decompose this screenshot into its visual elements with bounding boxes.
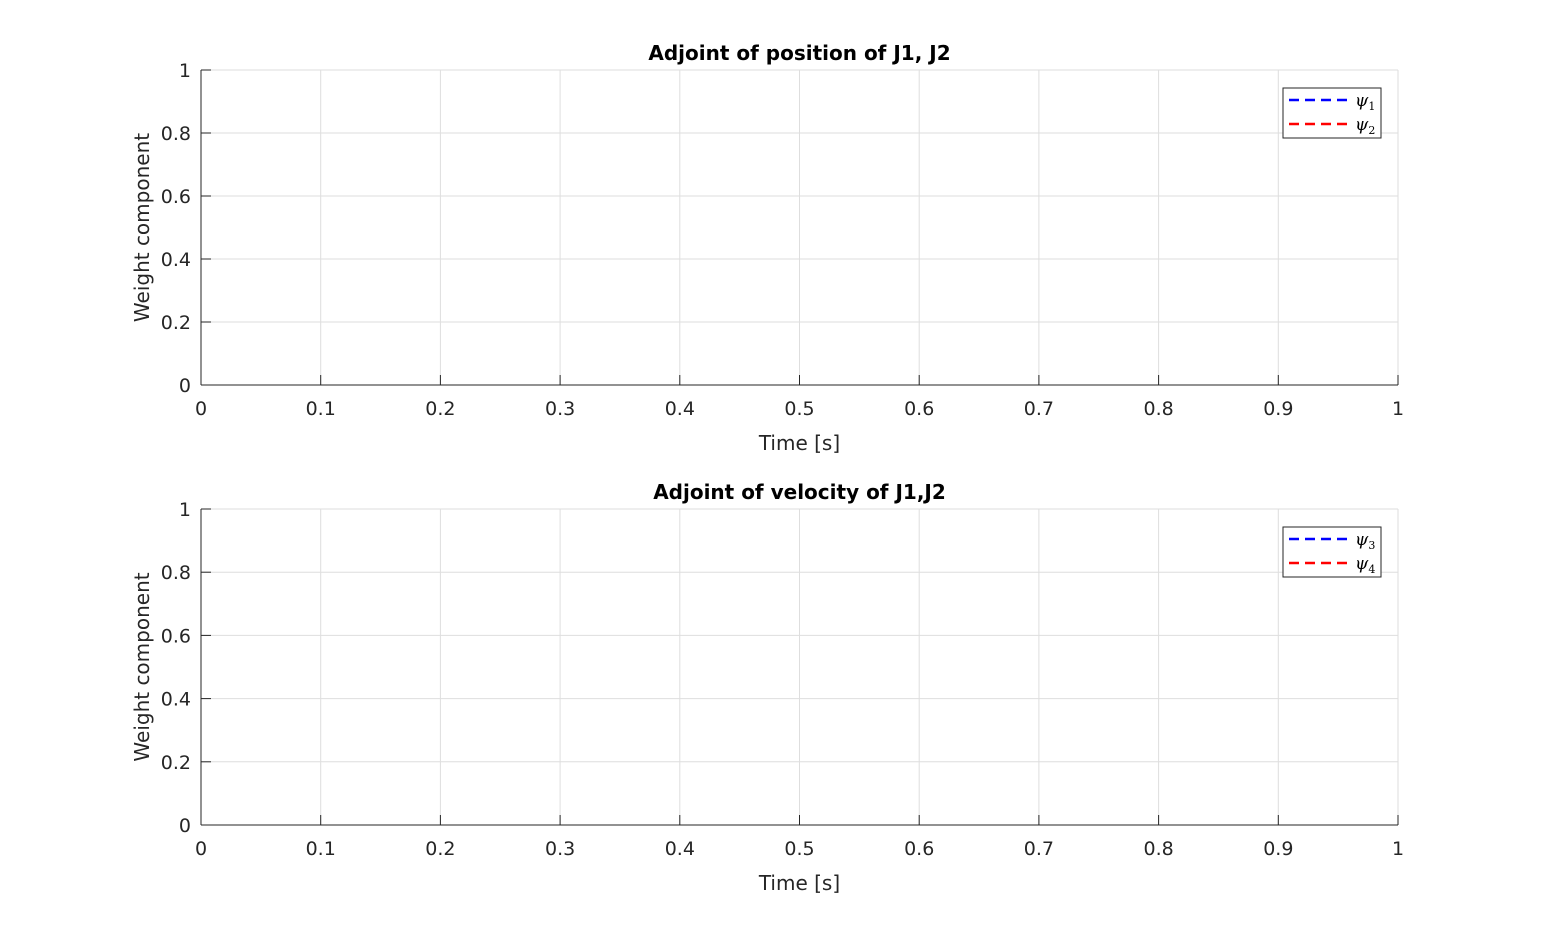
y-axis-label: Weight component bbox=[130, 572, 154, 761]
x-tick-label: 0.7 bbox=[1024, 398, 1054, 420]
x-tick-label: 0.6 bbox=[904, 398, 934, 420]
x-tick-label: 0.4 bbox=[665, 398, 695, 420]
x-tick-label: 0.9 bbox=[1263, 838, 1293, 860]
legend-entry-4: ψ4 bbox=[1355, 554, 1375, 576]
chart-title: Adjoint of position of J1, J2 bbox=[648, 41, 950, 65]
y-tick-label: 0.6 bbox=[161, 625, 191, 647]
y-tick-label: 0.4 bbox=[161, 689, 191, 711]
x-tick-label: 0.3 bbox=[545, 838, 575, 860]
legend-box bbox=[1282, 87, 1382, 139]
x-tick-label: 1 bbox=[1392, 838, 1404, 860]
x-tick-label: 0.8 bbox=[1143, 398, 1173, 420]
y-tick-label: 1 bbox=[179, 60, 191, 82]
x-tick-label: 0.4 bbox=[665, 838, 695, 860]
x-tick-label: 0.1 bbox=[306, 838, 336, 860]
x-axis-label: Time [s] bbox=[758, 871, 840, 895]
chart-panel-2: 0 0.1 0.2 0.3 0.4 0.5 0.6 0.7 0.8 0.9 1 0 0.2 0.4 0.6 0… bbox=[130, 480, 1404, 895]
y-tick-label: 0.4 bbox=[161, 249, 191, 271]
x-tick-label: 0.1 bbox=[306, 398, 336, 420]
y-tick-label: 0 bbox=[179, 375, 191, 397]
x-tick-label: 0 bbox=[195, 838, 207, 860]
chart-panel-1: 0 0.1 0.2 0.3 0.4 0.5 0.6 0.7 0.8 0.9 1 0 0.2 0.4 0.6 0… bbox=[130, 41, 1404, 455]
y-axis-label: Weight component bbox=[130, 133, 154, 322]
y-tick-label: 0 bbox=[179, 815, 191, 837]
x-tick-label: 0.7 bbox=[1024, 838, 1054, 860]
y-tick-label: 0.2 bbox=[161, 752, 191, 774]
x-tick-label: 0.5 bbox=[784, 838, 814, 860]
y-tick-label: 0.8 bbox=[161, 562, 191, 584]
x-tick-label: 0.9 bbox=[1263, 398, 1293, 420]
y-tick-label: 0.8 bbox=[161, 123, 191, 145]
x-tick-label: 0.5 bbox=[784, 398, 814, 420]
y-tick-label: 1 bbox=[179, 499, 191, 521]
x-tick-label: 0.8 bbox=[1143, 838, 1173, 860]
legend-entry-3: ψ3 bbox=[1355, 530, 1375, 552]
x-tick-label: 0.3 bbox=[545, 398, 575, 420]
x-tick-label: 0.6 bbox=[904, 838, 934, 860]
legend-entry-2: ψ2 bbox=[1355, 115, 1375, 137]
x-tick-label: 0.2 bbox=[425, 398, 455, 420]
x-tick-label: 0 bbox=[195, 398, 207, 420]
y-tick-label: 0.6 bbox=[161, 186, 191, 208]
chart-title: Adjoint of velocity of J1,J2 bbox=[653, 480, 946, 504]
legend-entry-1: ψ1 bbox=[1355, 91, 1375, 113]
x-tick-label: 1 bbox=[1392, 398, 1404, 420]
y-tick-label: 0.2 bbox=[161, 312, 191, 334]
x-tick-label: 0.2 bbox=[425, 838, 455, 860]
legend-box bbox=[1282, 526, 1382, 578]
x-axis-label: Time [s] bbox=[758, 431, 840, 455]
